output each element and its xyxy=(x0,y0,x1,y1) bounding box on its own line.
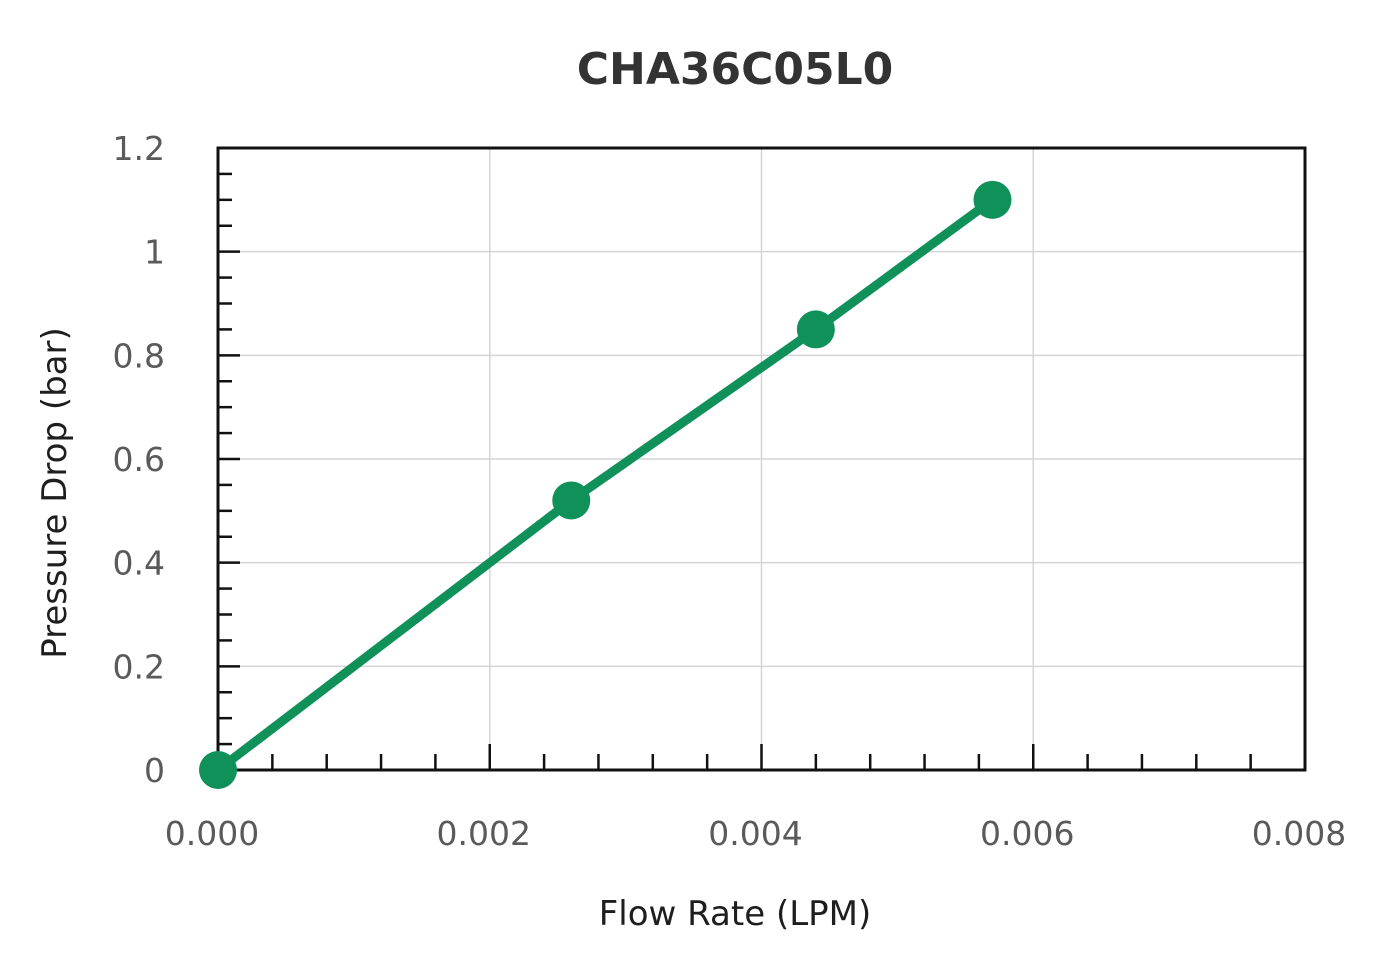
x-tick-label: 0.006 xyxy=(980,814,1074,853)
x-tick-label: 0.004 xyxy=(708,814,802,853)
y-tick-label: 0.6 xyxy=(113,440,165,479)
series-line xyxy=(213,195,997,775)
data-point xyxy=(973,180,1012,219)
y-tick-label: 0.4 xyxy=(113,544,165,583)
y-tick-label: 0.8 xyxy=(113,336,165,375)
series-layer xyxy=(199,180,1012,789)
x-axis-label: Flow Rate (LPM) xyxy=(599,894,872,934)
data-point xyxy=(796,310,835,349)
y-tick-label: 0 xyxy=(144,751,165,790)
tick-marks xyxy=(216,146,1307,772)
y-tick-label: 0.2 xyxy=(113,647,165,686)
grid-lines xyxy=(218,148,1305,770)
data-point xyxy=(552,481,591,520)
x-tick-label: 0.008 xyxy=(1252,814,1346,853)
chart-title: CHA36C05L0 xyxy=(577,44,894,95)
y-tick-labels: 0 0.2 0.4 0.6 0.8 1 1.2 xyxy=(113,129,165,790)
x-tick-label: 0.000 xyxy=(165,814,259,853)
y-tick-label: 1.2 xyxy=(113,129,165,168)
x-tick-labels: 0.000 0.002 0.004 0.006 0.008 xyxy=(165,814,1346,853)
data-point xyxy=(199,751,237,789)
y-tick-label: 1 xyxy=(144,233,165,272)
y-axis-label: Pressure Drop (bar) xyxy=(35,327,75,659)
x-tick-label: 0.002 xyxy=(437,814,531,853)
